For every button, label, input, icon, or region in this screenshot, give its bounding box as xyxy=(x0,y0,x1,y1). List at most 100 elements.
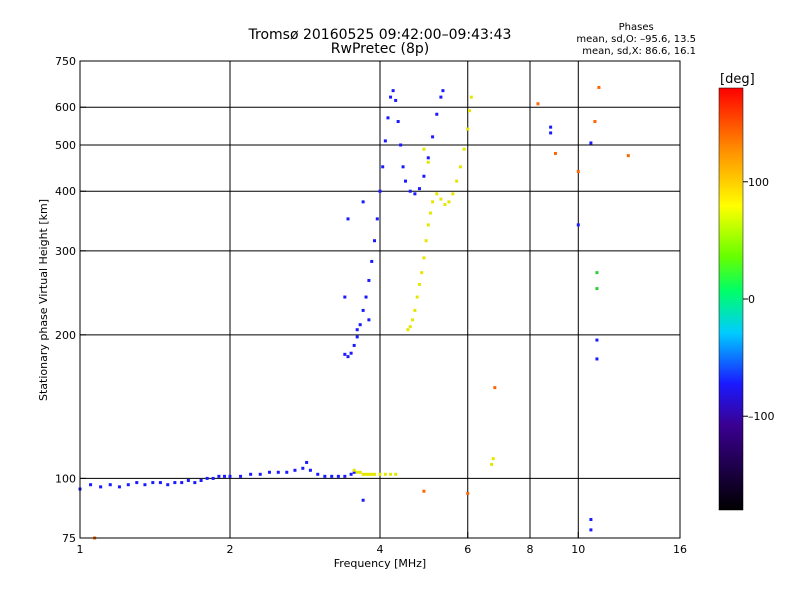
data-point-o xyxy=(305,460,309,464)
data-point-x xyxy=(468,109,472,113)
data-point-x xyxy=(458,165,462,169)
phases-x-line: mean, sd,X: 86.6, 16.1 xyxy=(582,46,696,57)
data-point-o xyxy=(352,343,356,347)
data-point-o xyxy=(336,474,340,478)
data-point-o xyxy=(316,472,320,476)
data-point-o xyxy=(166,483,170,487)
y-tick-label: 75 xyxy=(62,532,76,545)
data-point-x xyxy=(422,147,426,151)
data-point-outliers xyxy=(597,85,601,89)
data-point-o xyxy=(135,481,139,485)
data-point-o xyxy=(370,259,374,263)
data-point-o xyxy=(386,116,390,120)
data-point-x xyxy=(352,468,356,472)
data-point-x xyxy=(491,457,495,461)
data-point-o xyxy=(99,485,103,489)
data-point-x xyxy=(378,472,382,476)
grid-lines xyxy=(80,61,680,538)
x-tick-label: 2 xyxy=(227,543,234,556)
data-point-o xyxy=(399,143,403,147)
data-point-o xyxy=(346,217,350,221)
data-point-x xyxy=(469,95,473,99)
colorbar-tick-label: 0 xyxy=(748,293,755,306)
data-point-o xyxy=(383,139,387,143)
data-point-outliers xyxy=(595,338,599,342)
data-point-o xyxy=(186,478,190,482)
data-point-o xyxy=(417,187,421,191)
data-point-outliers xyxy=(595,357,599,361)
data-point-x xyxy=(373,472,377,476)
y-axis-label: Stationary phase Virtual Height [km] xyxy=(37,199,50,401)
colorbar-ticks: 100 0 –100 xyxy=(743,176,775,423)
data-point-o xyxy=(151,481,155,485)
y-tick-label: 100 xyxy=(55,472,76,485)
x-tick-label: 10 xyxy=(571,543,585,556)
data-point-x xyxy=(462,147,466,151)
data-point-o xyxy=(108,483,112,487)
data-point-outliers xyxy=(589,528,593,532)
data-point-o xyxy=(239,474,243,478)
data-point-o xyxy=(439,95,443,99)
y-tick-label: 200 xyxy=(55,329,76,342)
data-point-o xyxy=(217,474,221,478)
data-point-x xyxy=(490,462,494,466)
data-point-o xyxy=(228,474,232,478)
data-point-x xyxy=(426,160,430,164)
data-point-x xyxy=(417,282,421,286)
data-point-o xyxy=(89,483,93,487)
data-point-x xyxy=(364,472,368,476)
phases-heading: Phases xyxy=(618,22,654,33)
data-point-o xyxy=(126,483,130,487)
data-point-o xyxy=(193,481,197,485)
data-point-o xyxy=(267,470,271,474)
data-point-o xyxy=(364,295,368,299)
x-tick-label: 16 xyxy=(673,543,687,556)
data-point-x xyxy=(420,271,424,275)
data-point-o xyxy=(349,351,353,355)
phases-box: Phases mean, sd,O: –95.6, 13.5 mean, sd,… xyxy=(576,22,696,58)
data-point-x xyxy=(435,192,439,196)
data-point-o xyxy=(413,192,417,196)
data-point-x xyxy=(443,203,447,207)
data-point-x xyxy=(451,192,455,196)
data-point-o xyxy=(441,89,445,93)
data-point-o xyxy=(367,318,371,322)
data-point-o xyxy=(391,89,395,93)
data-point-x xyxy=(447,200,451,204)
data-point-o xyxy=(435,112,439,116)
data-point-x xyxy=(426,223,430,227)
x-tick-label: 1 xyxy=(77,543,84,556)
data-point-outliers xyxy=(626,154,630,158)
data-point-o xyxy=(293,468,297,472)
data-point-o xyxy=(355,328,359,332)
data-point-outliers xyxy=(493,386,497,390)
data-point-o xyxy=(352,470,356,474)
data-point-outliers xyxy=(361,498,365,502)
data-point-o xyxy=(422,174,426,178)
data-point-x xyxy=(383,472,387,476)
data-point-o xyxy=(343,295,347,299)
data-point-x xyxy=(428,211,432,215)
data-point-o xyxy=(358,323,362,327)
data-point-o xyxy=(378,189,382,193)
data-point-x xyxy=(466,127,470,131)
data-points xyxy=(78,85,630,540)
data-point-o xyxy=(403,179,407,183)
data-point-o xyxy=(431,135,435,139)
data-point-x xyxy=(431,200,435,204)
y-tick-label: 750 xyxy=(55,55,76,68)
data-point-x xyxy=(439,197,443,201)
chart-title: Tromsø 20160525 09:42:00–09:43:43 xyxy=(248,27,512,43)
data-point-outliers xyxy=(589,518,593,522)
data-point-o xyxy=(117,485,121,489)
data-point-x xyxy=(455,179,459,183)
x-tick-label: 6 xyxy=(464,543,471,556)
data-point-x xyxy=(370,472,374,476)
data-point-x xyxy=(413,308,417,312)
data-point-o xyxy=(361,308,365,312)
data-point-o xyxy=(375,217,379,221)
data-point-o xyxy=(389,95,393,99)
data-point-outliers xyxy=(549,131,553,135)
